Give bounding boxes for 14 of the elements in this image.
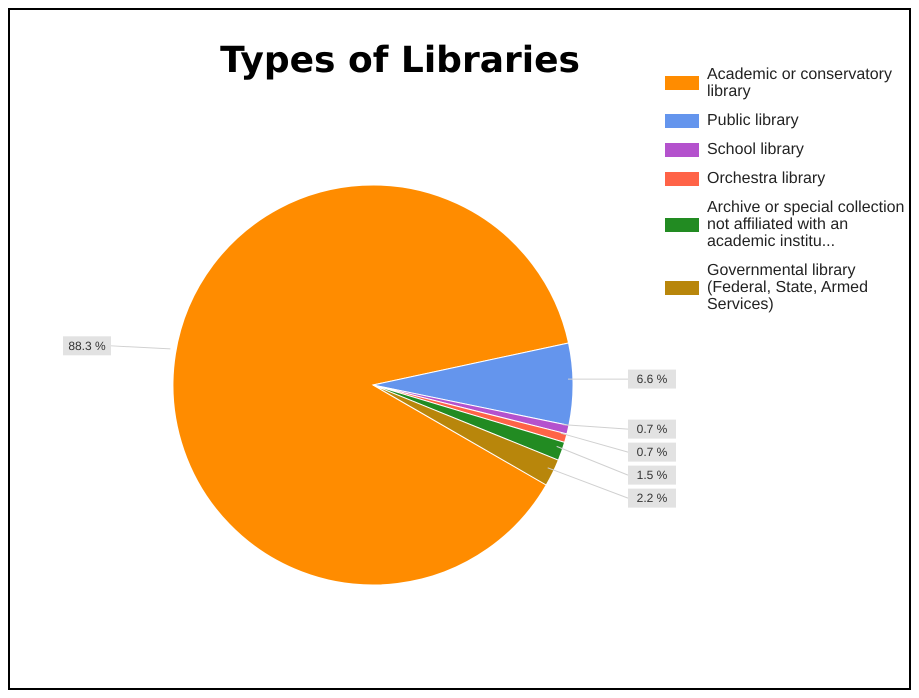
chart-title: Types of Libraries bbox=[220, 40, 580, 81]
data-label: 6.6 % bbox=[636, 372, 668, 386]
legend-label: Archive or special collection not affiliated with an academic institu... bbox=[707, 199, 906, 250]
data-label: 0.7 % bbox=[636, 422, 668, 436]
data-label: 2.2 % bbox=[636, 491, 668, 506]
legend-label: Orchestra library bbox=[707, 170, 826, 187]
legend-label: School library bbox=[707, 141, 804, 158]
data-label: 0.7 % bbox=[636, 445, 668, 460]
legend-label: Public library bbox=[707, 112, 799, 129]
data-label: 88.3 % bbox=[68, 338, 106, 353]
pie-slice bbox=[172, 184, 570, 586]
data-label: 1.5 % bbox=[636, 468, 668, 482]
legend-label: Governmental library (Federal, State, Armed Services) bbox=[707, 262, 869, 313]
legend-label: Academic or conservatory library bbox=[707, 66, 893, 100]
